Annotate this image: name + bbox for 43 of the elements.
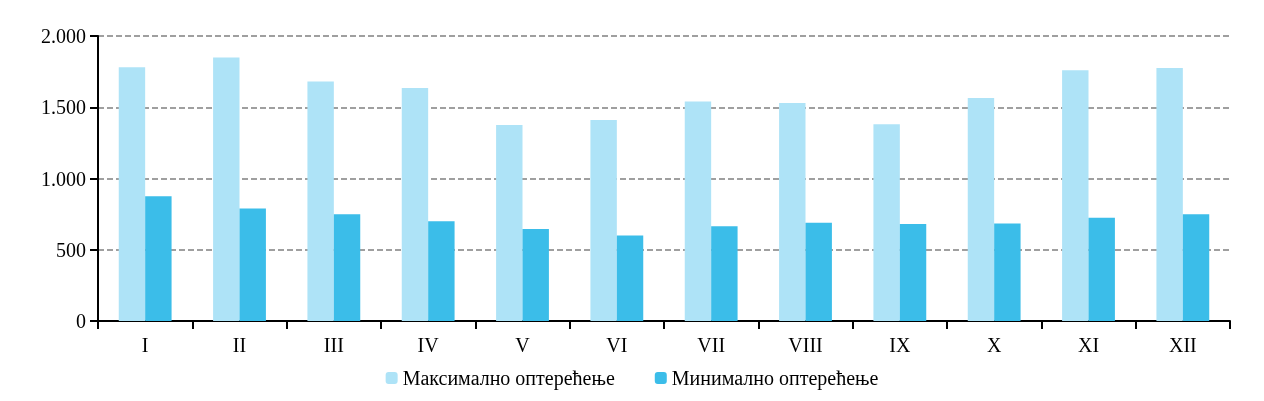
bar [401,88,429,321]
x-tick-label: XI [1077,334,1100,356]
x-tick-label: I [141,334,149,356]
bar [145,196,172,321]
y-tick-label: 1.000 [41,167,86,190]
y-tick-label: 500 [56,238,86,261]
bar [1088,217,1115,321]
bar [616,235,644,321]
bar [428,221,455,321]
x-tick-label: IV [417,334,440,356]
bar [1156,68,1183,321]
bar [994,223,1021,321]
bar [873,124,900,321]
bar [213,57,240,321]
bar [333,214,361,321]
bar [496,125,523,321]
bar [307,81,334,321]
y-tick-label: 2.000 [41,25,86,47]
legend-label: Максимално оптерећење [402,367,615,390]
bar [899,224,927,321]
bar [1182,214,1210,321]
bar [118,67,146,321]
y-tick-label: 1.500 [41,96,86,119]
bar [239,208,266,321]
x-tick-label: V [515,334,531,356]
x-tick-label: XII [1168,334,1197,356]
bar [1062,70,1089,321]
bar [522,229,549,321]
x-tick-label: VII [697,334,726,356]
bar [684,101,712,321]
bar [711,226,738,321]
x-tick-label: VIII [788,334,823,356]
x-tick-label: III [323,334,344,356]
bar [967,97,995,321]
x-tick-label: VI [606,334,628,356]
legend-label: Минимално оптерећење [671,367,879,390]
bar [590,120,617,321]
bar [805,222,832,321]
x-tick-label: II [232,334,247,356]
bar [779,102,806,321]
x-tick-label: X [986,334,1002,356]
y-tick-label: 0 [76,310,86,332]
x-tick-label: IX [889,334,911,356]
